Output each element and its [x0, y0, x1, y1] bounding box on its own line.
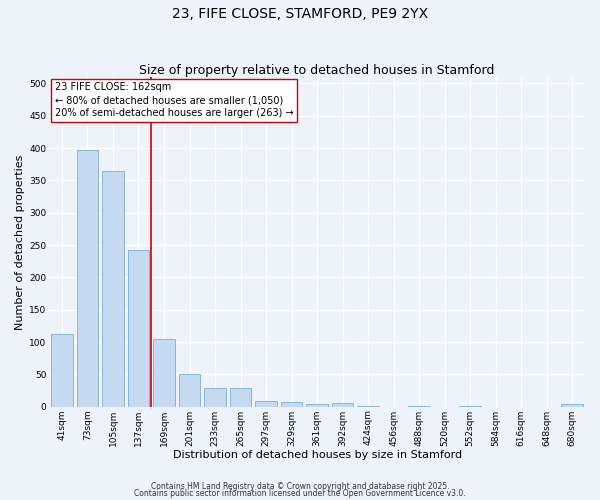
Bar	[77, 150, 98, 406]
Bar	[306, 404, 328, 406]
Bar	[102, 170, 124, 406]
Bar	[179, 374, 200, 406]
Bar	[128, 250, 149, 406]
Bar	[204, 388, 226, 406]
Text: 23 FIFE CLOSE: 162sqm
← 80% of detached houses are smaller (1,050)
20% of semi-d: 23 FIFE CLOSE: 162sqm ← 80% of detached …	[55, 82, 293, 118]
Bar	[153, 339, 175, 406]
Bar	[230, 388, 251, 406]
Bar	[255, 401, 277, 406]
Bar	[562, 404, 583, 406]
Text: Contains HM Land Registry data © Crown copyright and database right 2025.: Contains HM Land Registry data © Crown c…	[151, 482, 449, 491]
Text: Contains public sector information licensed under the Open Government Licence v3: Contains public sector information licen…	[134, 490, 466, 498]
X-axis label: Distribution of detached houses by size in Stamford: Distribution of detached houses by size …	[173, 450, 461, 460]
Bar	[332, 403, 353, 406]
Y-axis label: Number of detached properties: Number of detached properties	[15, 154, 25, 330]
Bar	[51, 334, 73, 406]
Bar	[281, 402, 302, 406]
Text: 23, FIFE CLOSE, STAMFORD, PE9 2YX: 23, FIFE CLOSE, STAMFORD, PE9 2YX	[172, 8, 428, 22]
Title: Size of property relative to detached houses in Stamford: Size of property relative to detached ho…	[139, 64, 495, 77]
